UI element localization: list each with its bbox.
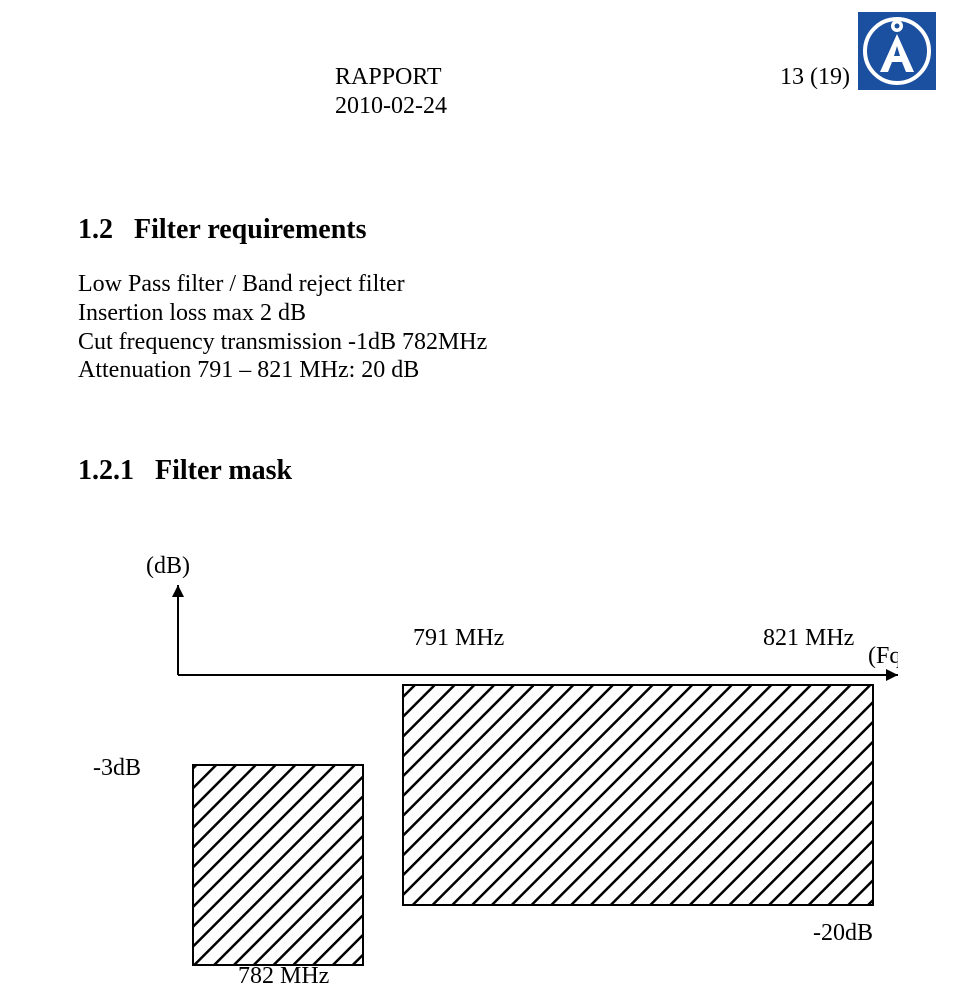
svg-text:821 MHz: 821 MHz (763, 625, 854, 651)
svg-text:791 MHz: 791 MHz (413, 625, 504, 651)
section-title-text: Filter requirements (134, 214, 367, 245)
company-logo (858, 12, 936, 90)
subsection-heading: 1.2.1 Filter mask (78, 455, 292, 487)
filter-mask-diagram: (dB) (Fq) 791 MHz 821 MHz -3dB -20dB 782 MHz (78, 545, 898, 985)
subsection-number: 1.2.1 (78, 455, 134, 486)
svg-text:782 MHz: 782 MHz (238, 963, 329, 985)
section-heading: 1.2 Filter requirements (78, 214, 367, 246)
req-line-2: Insertion loss max 2 dB (78, 299, 487, 328)
doc-title: RAPPORT (335, 64, 442, 91)
filter-requirements-text: Low Pass filter / Band reject filter Ins… (78, 270, 487, 385)
svg-text:-20dB: -20dB (813, 920, 873, 946)
req-line-3: Cut frequency transmission -1dB 782MHz (78, 328, 487, 357)
svg-text:-3dB: -3dB (93, 755, 141, 781)
subsection-title-text: Filter mask (155, 455, 292, 486)
section-number: 1.2 (78, 214, 113, 245)
page-number: 13 (19) (780, 64, 850, 91)
req-line-1: Low Pass filter / Band reject filter (78, 270, 487, 299)
svg-text:(Fq): (Fq) (868, 643, 898, 669)
svg-text:(dB): (dB) (146, 553, 190, 579)
req-line-4: Attenuation 791 – 821 MHz: 20 dB (78, 356, 487, 385)
doc-date: 2010-02-24 (335, 93, 447, 120)
